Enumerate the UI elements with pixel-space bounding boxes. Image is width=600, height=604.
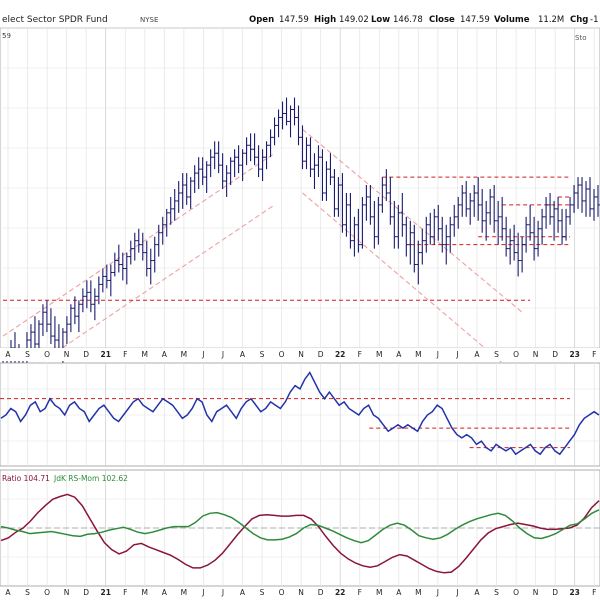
- month-tick-label-bottom: A: [474, 588, 480, 597]
- price-bars: [1, 97, 600, 396]
- month-tick-label-bottom: S: [25, 588, 30, 597]
- month-tick-label-bottom: D: [552, 588, 558, 597]
- month-tick-label: J: [436, 350, 439, 359]
- month-tick-label-bottom: A: [240, 588, 246, 597]
- month-tick-label-bottom: J: [221, 588, 224, 597]
- month-tick-label: A: [396, 350, 402, 359]
- month-tick-label: A: [162, 350, 168, 359]
- month-tick-label-bottom: 21: [100, 588, 110, 597]
- rs-momentum-line: [0, 509, 600, 544]
- month-tick-label-bottom: 23: [569, 588, 579, 597]
- month-tick-label-bottom: M: [142, 588, 148, 597]
- month-tick-label-bottom: D: [318, 588, 324, 597]
- month-tick-label-bottom: O: [513, 588, 519, 597]
- month-tick-label-bottom: S: [494, 588, 499, 597]
- month-tick-label: F: [123, 350, 127, 359]
- month-tick-label: S: [494, 350, 499, 359]
- legend-momentum: JdK RS-Mom 102.62: [53, 474, 128, 483]
- chg-value: -1: [590, 15, 598, 25]
- month-tick-label: N: [533, 350, 539, 359]
- month-tick-label-bottom: N: [64, 588, 70, 597]
- rs-line-group: [0, 371, 600, 456]
- month-tick-label: D: [318, 350, 324, 359]
- month-tick-label-bottom: O: [279, 588, 285, 597]
- close-label: Close: [429, 15, 455, 25]
- month-tick-label-bottom: J: [455, 588, 458, 597]
- month-tick-label: D: [83, 350, 89, 359]
- rs-panel: [0, 362, 600, 467]
- month-tick-label: N: [298, 350, 304, 359]
- month-tick-label-bottom: J: [201, 588, 204, 597]
- month-tick-label: A: [5, 350, 11, 359]
- month-tick-label-bottom: S: [260, 588, 265, 597]
- month-tick-label-bottom: F: [123, 588, 127, 597]
- watermark: Sto: [575, 34, 586, 42]
- month-tick-label: O: [279, 350, 285, 359]
- low-value: 146.78: [393, 15, 423, 25]
- high-value: 149.02: [339, 15, 369, 25]
- bottom-month-axis: A S O N D 21 F M A M J J A S O N D 22 F M A M J J A S O N D 23 F: [5, 588, 596, 597]
- month-tick-label-bottom: F: [358, 588, 362, 597]
- rs-line: [0, 371, 600, 456]
- low-label: Low: [371, 15, 390, 25]
- month-tick-label: N: [64, 350, 70, 359]
- month-tick-label: M: [181, 350, 187, 359]
- month-tick-label: D: [552, 350, 558, 359]
- rrg-panel: Ratio 104.71 JdK RS-Mom 102.62: [0, 469, 600, 587]
- chg-label: Chg: [570, 15, 588, 25]
- month-tick-label: O: [513, 350, 519, 359]
- rs-ratio-line: [0, 493, 600, 574]
- legend-ratio: Ratio 104.71: [2, 474, 50, 483]
- price-tag: 59: [2, 32, 11, 40]
- month-tick-label: M: [376, 350, 382, 359]
- open-value: 147.59: [279, 15, 309, 25]
- month-tick-label-bottom: 22: [335, 588, 345, 597]
- month-tick-label-bottom: A: [5, 588, 11, 597]
- price-grid: [0, 27, 600, 349]
- month-tick-label: F: [358, 350, 362, 359]
- month-tick-label: 21: [100, 350, 110, 359]
- price-panel: 59 Sto: [0, 27, 600, 396]
- close-value: 147.59: [460, 15, 490, 25]
- month-tick-label-bottom: N: [298, 588, 304, 597]
- month-tick-label: J: [201, 350, 204, 359]
- month-tick-label-bottom: O: [44, 588, 50, 597]
- fund-title: elect Sector SPDR Fund: [2, 15, 108, 25]
- month-tick-label: J: [455, 350, 458, 359]
- month-tick-label-bottom: N: [533, 588, 539, 597]
- chart-header: elect Sector SPDR Fund NYSE Open 147.59 …: [2, 15, 598, 25]
- month-tick-label: S: [260, 350, 265, 359]
- month-tick-label-bottom: J: [436, 588, 439, 597]
- rrg-legend: Ratio 104.71 JdK RS-Mom 102.62: [2, 474, 128, 483]
- month-tick-label-bottom: D: [83, 588, 89, 597]
- month-tick-label-bottom: A: [396, 588, 402, 597]
- month-tick-label: J: [221, 350, 224, 359]
- month-axis: A S O N D 21 F M A M J J A S O N D 22 F M A M J J A S O N D 23 F: [0, 348, 600, 361]
- month-tick-label: M: [415, 350, 421, 359]
- rrg-lines: [0, 493, 600, 574]
- month-tick-label: A: [240, 350, 246, 359]
- month-tick-label: S: [25, 350, 30, 359]
- month-tick-label-bottom: M: [181, 588, 187, 597]
- month-tick-label-bottom: A: [162, 588, 168, 597]
- month-tick-label-bottom: M: [415, 588, 421, 597]
- month-tick-label: O: [44, 350, 50, 359]
- month-tick-label: A: [474, 350, 480, 359]
- month-tick-label-bottom: F: [592, 588, 596, 597]
- month-tick-label: 22: [335, 350, 345, 359]
- open-label: Open: [249, 15, 274, 25]
- month-tick-label: M: [142, 350, 148, 359]
- volume-value: 11.2M: [538, 15, 564, 25]
- month-tick-label: 23: [569, 350, 579, 359]
- trend-channel-line: [2, 204, 275, 389]
- month-tick-label: F: [592, 350, 596, 359]
- exchange-label: NYSE: [140, 16, 158, 24]
- volume-label: Volume: [494, 15, 530, 25]
- high-label: High: [314, 15, 336, 25]
- month-tick-label-bottom: M: [376, 588, 382, 597]
